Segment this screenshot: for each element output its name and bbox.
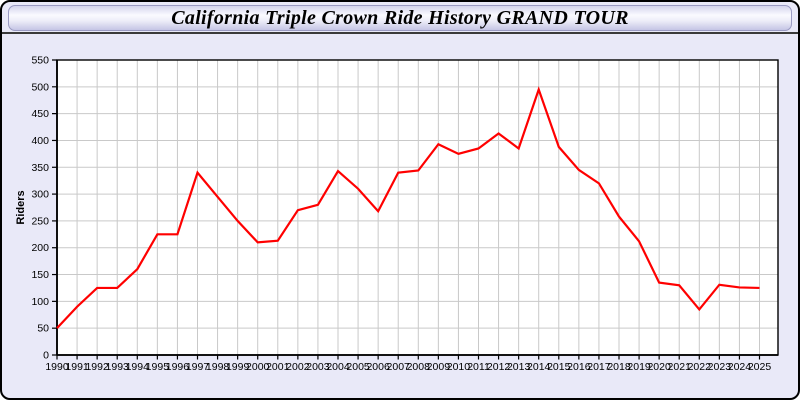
title-bar: California Triple Crown Ride History GRA… xyxy=(2,2,798,34)
x-tick-label: 1990 xyxy=(45,361,69,373)
title-box: California Triple Crown Ride History GRA… xyxy=(8,5,792,31)
x-tick-label: 1991 xyxy=(65,361,89,373)
x-tick-label: 2008 xyxy=(407,361,431,373)
x-tick-label: 2012 xyxy=(487,361,511,373)
x-tick-label: 2011 xyxy=(467,361,490,373)
y-tick-label: 500 xyxy=(31,81,49,93)
x-tick-label: 2014 xyxy=(527,361,551,373)
page-title: California Triple Crown Ride History GRA… xyxy=(171,6,629,29)
y-tick-label: 450 xyxy=(31,108,49,120)
y-tick-label: 200 xyxy=(31,242,49,254)
x-tick-label: 2018 xyxy=(607,361,631,373)
y-tick-label: 300 xyxy=(31,189,49,201)
x-tick-label: 2009 xyxy=(427,361,451,373)
x-tick-label: 2004 xyxy=(326,361,350,373)
y-tick-label: 100 xyxy=(31,296,49,308)
x-tick-label: 2000 xyxy=(246,361,270,373)
x-tick-label: 2017 xyxy=(587,361,611,373)
x-tick-label: 2022 xyxy=(688,361,712,373)
x-tick-label: 1995 xyxy=(146,361,170,373)
x-tick-label: 1997 xyxy=(186,361,210,373)
x-tick-label: 2016 xyxy=(567,361,591,373)
x-tick-label: 1996 xyxy=(166,361,190,373)
x-tick-label: 2025 xyxy=(748,361,772,373)
y-tick-label: 250 xyxy=(31,215,49,227)
x-tick-label: 2021 xyxy=(668,361,692,373)
x-tick-label: 2023 xyxy=(708,361,732,373)
x-tick-label: 2013 xyxy=(507,361,531,373)
y-tick-label: 0 xyxy=(43,350,49,362)
y-tick-label: 350 xyxy=(31,162,49,174)
y-tick-label: 550 xyxy=(31,55,49,67)
x-tick-label: 2019 xyxy=(627,361,651,373)
x-tick-label: 2002 xyxy=(286,361,310,373)
x-tick-label: 1992 xyxy=(85,361,109,373)
y-tick-label: 150 xyxy=(31,269,49,281)
series-line xyxy=(56,86,760,329)
x-tick-label: 2024 xyxy=(728,361,752,373)
x-tick-label: 2007 xyxy=(387,361,411,373)
x-tick-label: 2003 xyxy=(306,361,330,373)
x-tick-label: 1998 xyxy=(206,361,230,373)
x-tick-label: 2005 xyxy=(346,361,370,373)
y-tick-label: 50 xyxy=(37,323,49,335)
x-tick-label: 2001 xyxy=(266,361,290,373)
x-tick-label: 2015 xyxy=(547,361,571,373)
plot-area xyxy=(57,60,778,355)
x-tick-label: 2010 xyxy=(447,361,471,373)
y-axis-title: Riders xyxy=(15,190,27,224)
x-tick-label: 2020 xyxy=(647,361,671,373)
x-tick-label: 1993 xyxy=(106,361,130,373)
x-tick-label: 2006 xyxy=(366,361,390,373)
x-tick-label: 1999 xyxy=(226,361,250,373)
y-tick-label: 400 xyxy=(31,135,49,147)
x-tick-label: 1994 xyxy=(126,361,150,373)
